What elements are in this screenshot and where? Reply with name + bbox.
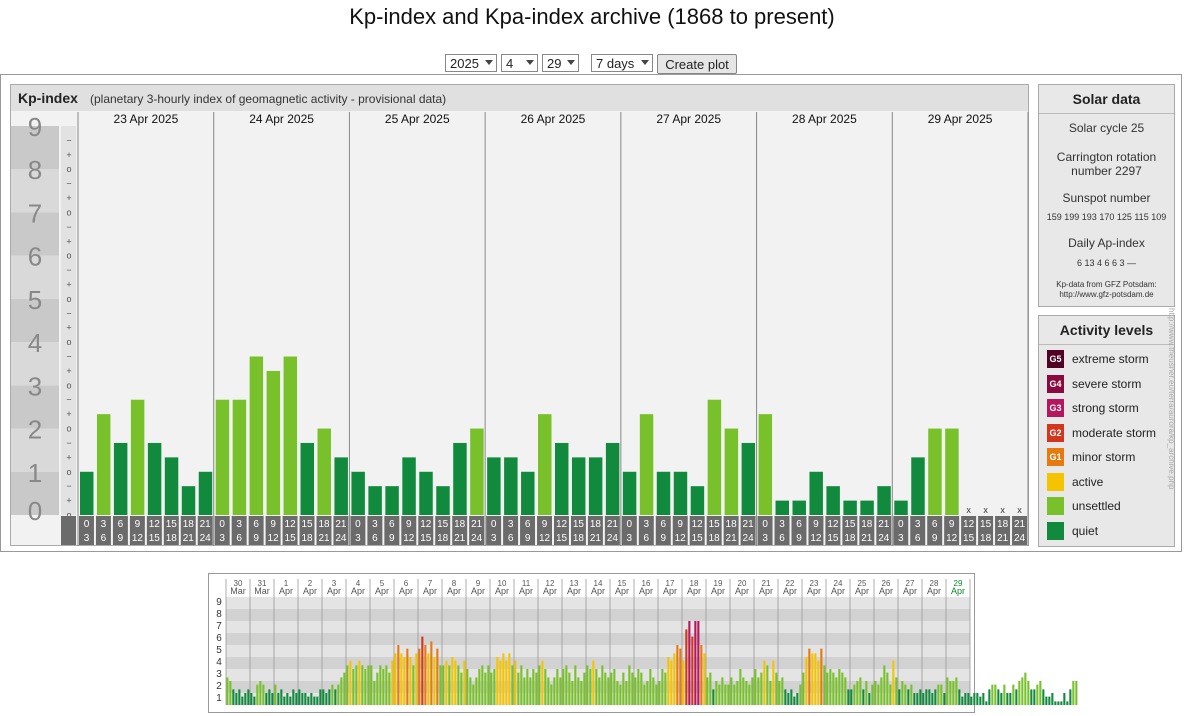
chevron-down-icon bbox=[641, 60, 649, 65]
activity-level-swatch bbox=[1047, 472, 1064, 491]
month-value: 4 bbox=[506, 56, 514, 71]
year-select[interactable]: 2025 bbox=[445, 54, 497, 72]
overview-bar bbox=[979, 696, 982, 705]
overview-bar bbox=[1024, 672, 1027, 705]
kp-panel-header bbox=[11, 85, 1028, 111]
page-title: Kp-index and Kpa-index archive (1868 to … bbox=[349, 4, 835, 29]
activity-level-swatch bbox=[1047, 521, 1064, 540]
span-select[interactable]: 7 days bbox=[591, 54, 653, 72]
overview-bar bbox=[988, 689, 991, 705]
solar-data-panel: Solar data Solar cycle 25 Carrington rot… bbox=[1038, 84, 1175, 307]
chevron-down-icon bbox=[567, 60, 575, 65]
day-select[interactable]: 29 bbox=[542, 54, 579, 72]
kp-subheading: (planetary 3-hourly index of geomagnetic… bbox=[90, 92, 447, 106]
chevron-down-icon bbox=[485, 60, 493, 65]
sunspot-label: Sunspot number bbox=[1062, 191, 1151, 205]
activity-level-swatch: G1 bbox=[1047, 448, 1064, 466]
overview-bar bbox=[991, 684, 994, 705]
credit-link[interactable]: http://www.gfz-potsdam.de bbox=[1059, 290, 1154, 299]
activity-level-label: quiet bbox=[1072, 523, 1099, 538]
day-value: 29 bbox=[547, 56, 562, 71]
chevron-down-icon bbox=[526, 60, 534, 65]
activity-level-swatch: G4 bbox=[1047, 374, 1064, 393]
year-value: 2025 bbox=[450, 56, 479, 71]
activity-level-label: unsettled bbox=[1072, 499, 1121, 513]
activity-level-swatch bbox=[1047, 497, 1064, 515]
overview-bar bbox=[976, 693, 979, 705]
credit-line-1: Kp-data from GFZ Potsdam: bbox=[1056, 280, 1157, 289]
ap-label: Daily Ap-index bbox=[1068, 236, 1145, 250]
overview-bar bbox=[985, 701, 988, 705]
overview-bar bbox=[1069, 689, 1072, 705]
overview-bar bbox=[1012, 684, 1015, 705]
overview-bar bbox=[1072, 681, 1075, 705]
activity-level-label: strong storm bbox=[1072, 401, 1139, 415]
activity-level-label: active bbox=[1072, 474, 1104, 489]
activity-level-swatch: G5 bbox=[1047, 350, 1064, 368]
overview-bar bbox=[982, 693, 985, 705]
overview-bar bbox=[1051, 693, 1054, 705]
activity-level-label: severe storm bbox=[1072, 376, 1142, 391]
kp-heading: Kp-index bbox=[18, 90, 78, 106]
plot-frame bbox=[0, 74, 1182, 552]
sunspot-values: 159 199 193 170 125 115 109 bbox=[1046, 212, 1167, 222]
overview-bar bbox=[1018, 681, 1021, 705]
overview-bar bbox=[1042, 689, 1045, 705]
activity-level-swatch: G3 bbox=[1047, 399, 1064, 417]
overview-bar bbox=[1063, 693, 1066, 705]
overview-bar bbox=[1006, 693, 1009, 705]
overview-bar bbox=[994, 684, 997, 705]
overview-bar bbox=[1075, 681, 1078, 705]
overview-bar bbox=[1045, 696, 1048, 705]
overview-bar bbox=[1000, 693, 1003, 705]
overview-bar bbox=[1015, 689, 1018, 705]
activity-level-label: minor storm bbox=[1072, 450, 1136, 464]
overview-bar bbox=[1030, 689, 1033, 705]
overview-bar bbox=[1057, 701, 1060, 705]
activity-levels-title: Activity levels bbox=[1039, 316, 1174, 345]
overview-bar bbox=[1054, 701, 1057, 705]
month-select[interactable]: 4 bbox=[501, 54, 538, 72]
ap-values: 6 13 4 6 6 3 — bbox=[1076, 258, 1137, 268]
watermark-url: http://www.theusner.eu/terra/aurora/kp_a… bbox=[1167, 308, 1176, 490]
overview-bar bbox=[1039, 681, 1042, 705]
overview-bar bbox=[1027, 681, 1030, 705]
overview-bar bbox=[997, 689, 1000, 705]
activity-levels-panel: Activity levels G5 extreme storm G4 severe … bbox=[1038, 315, 1175, 547]
overview-bar bbox=[1060, 701, 1063, 705]
overview-bar bbox=[1048, 696, 1051, 705]
overview-bar bbox=[1009, 693, 1012, 705]
solar-data-title: Solar data bbox=[1039, 85, 1174, 114]
activity-level-label: moderate storm bbox=[1072, 425, 1157, 440]
carrington-line-1: Carrington rotation bbox=[1056, 150, 1157, 164]
overview-bar bbox=[1021, 677, 1024, 705]
overview-bar bbox=[1033, 689, 1036, 705]
activity-level-swatch: G2 bbox=[1047, 423, 1064, 442]
carrington-line-2: number 2297 bbox=[1071, 164, 1142, 178]
create-plot-button[interactable]: Create plot bbox=[657, 54, 737, 74]
span-value: 7 days bbox=[596, 56, 635, 71]
activity-level-label: extreme storm bbox=[1072, 352, 1149, 366]
kp-panel bbox=[10, 84, 1029, 546]
overview-bar bbox=[1003, 684, 1006, 705]
overview-chart-frame bbox=[208, 573, 975, 713]
overview-bar bbox=[1066, 701, 1069, 705]
overview-bar bbox=[1036, 684, 1039, 705]
solar-cycle: Solar cycle 25 bbox=[1068, 121, 1145, 135]
